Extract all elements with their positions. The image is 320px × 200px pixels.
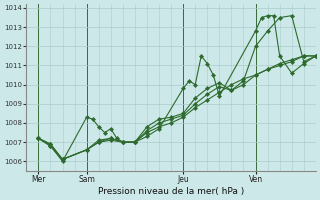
X-axis label: Pression niveau de la mer( hPa ): Pression niveau de la mer( hPa ): [98, 187, 244, 196]
